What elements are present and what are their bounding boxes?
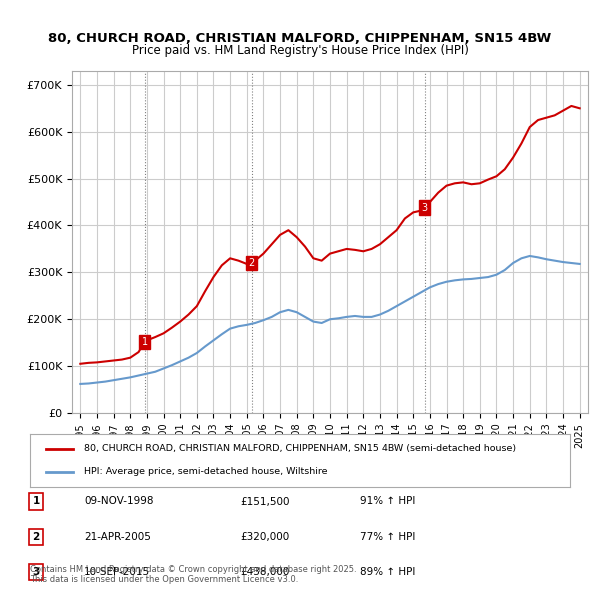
Text: 80, CHURCH ROAD, CHRISTIAN MALFORD, CHIPPENHAM, SN15 4BW: 80, CHURCH ROAD, CHRISTIAN MALFORD, CHIP… (49, 32, 551, 45)
Text: HPI: Average price, semi-detached house, Wiltshire: HPI: Average price, semi-detached house,… (84, 467, 328, 476)
Text: £320,000: £320,000 (240, 532, 289, 542)
Text: 91% ↑ HPI: 91% ↑ HPI (360, 497, 415, 506)
Text: 1: 1 (142, 337, 148, 347)
Text: 21-APR-2005: 21-APR-2005 (84, 532, 151, 542)
Text: 80, CHURCH ROAD, CHRISTIAN MALFORD, CHIPPENHAM, SN15 4BW (semi-detached house): 80, CHURCH ROAD, CHRISTIAN MALFORD, CHIP… (84, 444, 516, 453)
Text: £438,000: £438,000 (240, 568, 289, 577)
Text: 2: 2 (248, 258, 255, 268)
Text: 77% ↑ HPI: 77% ↑ HPI (360, 532, 415, 542)
Text: 09-NOV-1998: 09-NOV-1998 (84, 497, 154, 506)
Text: 1: 1 (32, 497, 40, 506)
Text: 89% ↑ HPI: 89% ↑ HPI (360, 568, 415, 577)
Text: 2: 2 (32, 532, 40, 542)
Text: Contains HM Land Registry data © Crown copyright and database right 2025.
This d: Contains HM Land Registry data © Crown c… (30, 565, 356, 584)
Text: 10-SEP-2015: 10-SEP-2015 (84, 568, 150, 577)
Text: 3: 3 (422, 203, 428, 212)
Text: £151,500: £151,500 (240, 497, 290, 506)
Text: 3: 3 (32, 568, 40, 577)
Text: Price paid vs. HM Land Registry's House Price Index (HPI): Price paid vs. HM Land Registry's House … (131, 44, 469, 57)
